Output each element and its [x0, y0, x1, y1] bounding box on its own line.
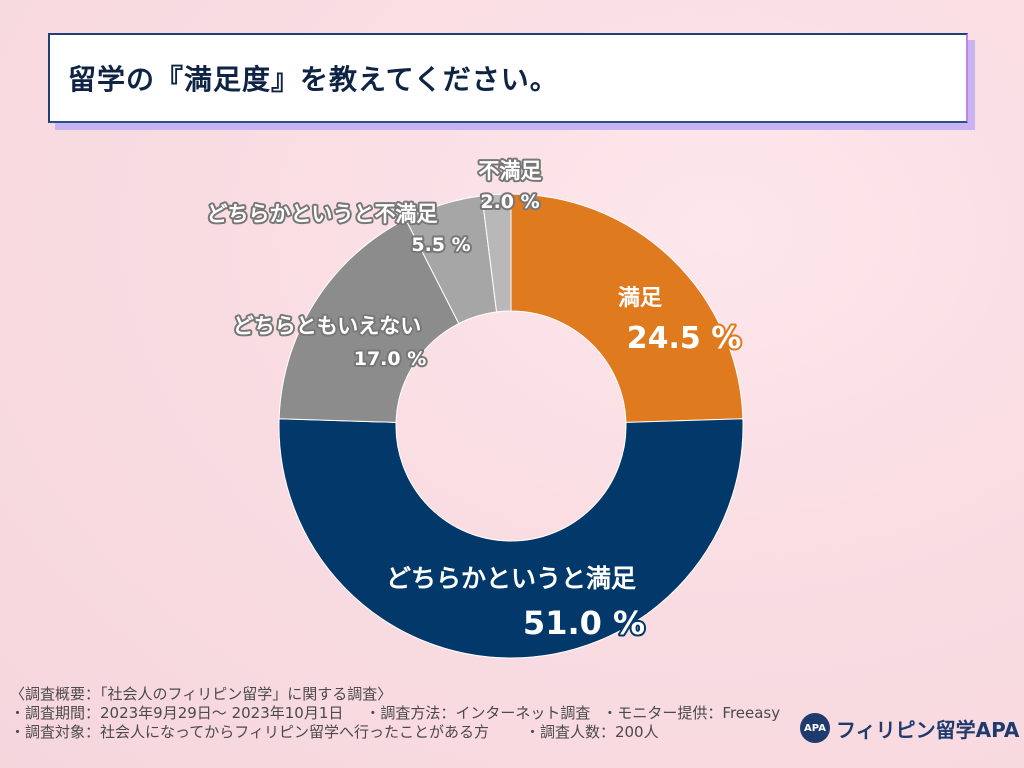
title-card: 留学の『満足度』を教えてください。 — [48, 33, 968, 123]
survey-period: ・調査期間：2023年9月29日〜 2023年10月1日 — [10, 704, 344, 722]
slice-value-3: 17.0 % — [354, 348, 427, 370]
slice-value-2: 51.0 % — [523, 604, 645, 642]
slice-value-1: 24.5 % — [627, 321, 742, 356]
survey-info-line: ・調査期間：2023年9月29日〜 2023年10月1日 ・調査方法：インターネッ… — [10, 704, 810, 723]
slice-label-4: どちらかというと不満足 — [207, 202, 438, 226]
survey-overview: 〈調査概要：「社会人のフィリピン留学」に関する調査〉 — [10, 685, 393, 703]
survey-count: ・調査人数：200人 — [524, 723, 659, 741]
brand-logo-icon: APA — [800, 713, 830, 743]
slice-label-3: どちらともいえない — [233, 314, 422, 338]
slice-label-1: 満足 — [618, 285, 662, 311]
slice-2[interactable] — [278, 418, 744, 659]
survey-target: ・調査対象：社会人になってからフィリピン留学へ行ったことがある方 — [10, 723, 489, 741]
brand-logo-area[interactable]: APA フィリピン留学APA — [800, 711, 1019, 745]
slice-value-4: 5.5 % — [411, 234, 470, 256]
survey-method: ・調査方法：インターネット調査 — [365, 704, 591, 722]
slice-label-5: 不満足 — [479, 159, 542, 183]
slice-1[interactable] — [510, 193, 744, 423]
survey-monitor: ・モニター提供：Freeasy — [602, 704, 781, 722]
slice-3[interactable] — [278, 218, 460, 423]
slice-label-2: どちらかというと満足 — [386, 564, 636, 593]
brand-name: フィリピン留学APA — [836, 717, 1020, 742]
slice-5[interactable] — [481, 193, 512, 313]
page-title: 留学の『満足度』を教えてください。 — [68, 63, 559, 96]
survey-footer: 〈調査概要：「社会人のフィリピン留学」に関する調査〉 ・調査期間：2023年9月… — [10, 685, 810, 742]
survey-target-line: ・調査対象：社会人になってからフィリピン留学へ行ったことがある方 ・調査人数：20… — [10, 723, 810, 742]
slice-value-5: 2.0 % — [480, 191, 539, 213]
